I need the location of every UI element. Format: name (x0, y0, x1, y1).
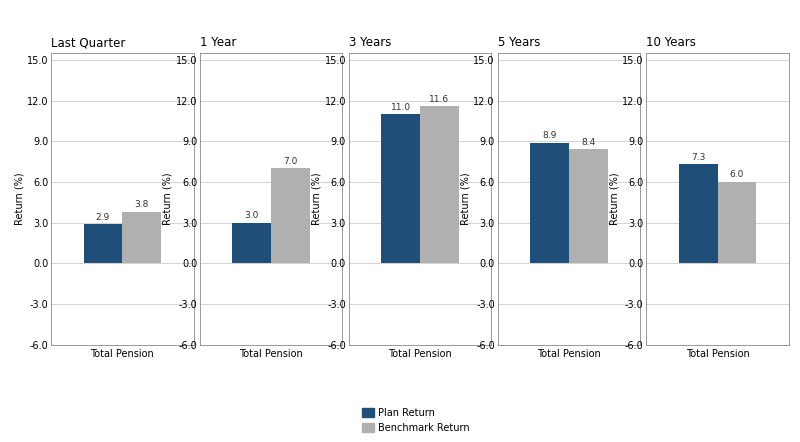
Bar (420, 106, 459, 263)
Text: 3.0: 3.0 (245, 211, 259, 220)
Bar (271, 168, 310, 263)
Text: 3.8: 3.8 (134, 200, 149, 210)
Text: Last Quarter: Last Quarter (51, 36, 126, 49)
Y-axis label: Return (%): Return (%) (610, 172, 619, 225)
Y-axis label: Return (%): Return (%) (14, 172, 24, 225)
Text: 2.9: 2.9 (96, 213, 110, 221)
Text: 8.4: 8.4 (581, 138, 595, 147)
Bar (122, 212, 162, 263)
Bar (530, 143, 569, 263)
Bar (678, 164, 718, 263)
Text: 1 Year: 1 Year (200, 36, 236, 49)
Y-axis label: Return (%): Return (%) (312, 172, 322, 225)
Bar (718, 182, 757, 263)
Text: 11.0: 11.0 (390, 103, 410, 112)
Text: 7.0: 7.0 (283, 157, 298, 166)
Text: 10 Years: 10 Years (646, 36, 696, 49)
Text: 3 Years: 3 Years (349, 36, 391, 49)
Bar (381, 114, 420, 263)
Text: 8.9: 8.9 (542, 131, 557, 140)
Text: 11.6: 11.6 (430, 95, 450, 103)
Bar (232, 223, 271, 263)
Text: 7.3: 7.3 (691, 153, 706, 162)
Bar (83, 224, 122, 263)
Y-axis label: Return (%): Return (%) (461, 172, 470, 225)
Bar (569, 149, 608, 263)
Y-axis label: Return (%): Return (%) (163, 172, 173, 225)
Text: 5 Years: 5 Years (498, 36, 540, 49)
Text: 6.0: 6.0 (730, 171, 744, 179)
Legend: Plan Return, Benchmark Return: Plan Return, Benchmark Return (362, 408, 470, 433)
